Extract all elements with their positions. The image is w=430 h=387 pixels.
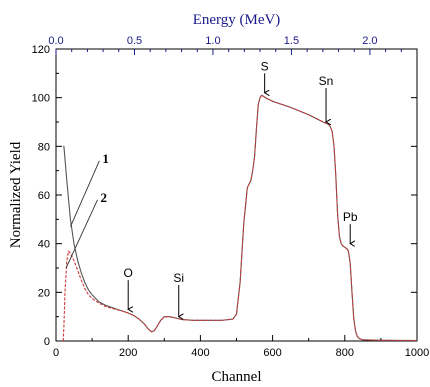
y-tick-label: 80 (38, 141, 50, 153)
annotations-group: O Si S Sn Pb (124, 59, 358, 316)
annotation-label-o: O (124, 266, 133, 280)
series-leader-2 (65, 199, 98, 269)
top-axis-title: Energy (MeV) (193, 12, 281, 28)
series-label-1: 1 (102, 151, 109, 166)
x-tick-label: 400 (191, 347, 209, 359)
x-tick-label: 600 (263, 347, 281, 359)
series-leader-1 (70, 160, 100, 227)
y-axis-title: Normalized Yield (8, 141, 24, 248)
annotation-label-si: Si (173, 271, 184, 285)
y-tick-label: 40 (38, 239, 50, 251)
x-tick-label: 1000 (405, 347, 429, 359)
y-tick-label: 60 (38, 190, 50, 202)
y-tick-label: 0 (44, 336, 50, 348)
x-tick-label: 200 (119, 347, 137, 359)
y-tick-label: 100 (32, 93, 50, 105)
series-label-2: 2 (101, 190, 108, 205)
top-tick-label: 0.5 (127, 35, 142, 47)
x-axis-title: Channel (212, 369, 262, 385)
series-line-2 (62, 94, 418, 342)
x-tick-label: 0 (53, 347, 59, 359)
annotation-label-s: S (261, 59, 269, 73)
x-tick-label: 800 (336, 347, 354, 359)
plot-frame (55, 48, 418, 342)
series-line-1 (63, 94, 418, 342)
top-tick-label: 1.5 (284, 35, 299, 47)
series-group: 12 (62, 94, 418, 342)
axis-labels: Energy (MeV) Channel Normalized Yield (8, 12, 280, 385)
top-tick-label: 0.0 (48, 35, 63, 47)
top-tick-label: 2.0 (362, 35, 377, 47)
y-tick-label: 120 (32, 44, 50, 56)
top-tick-label: 1.0 (205, 35, 220, 47)
annotation-label-sn: Sn (319, 74, 334, 88)
annotation-label-pb: Pb (343, 210, 358, 224)
y-tick-label: 20 (38, 287, 50, 299)
